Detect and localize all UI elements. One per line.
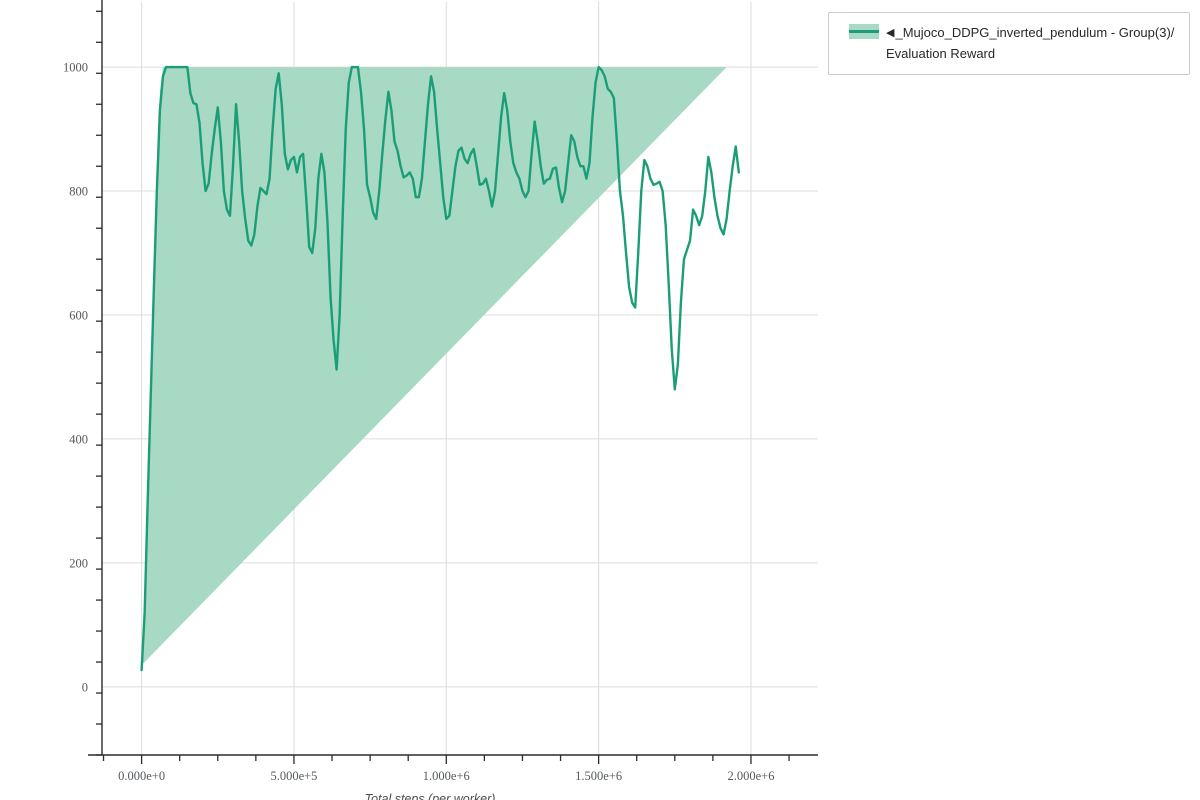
x-tick-label: 2.000e+6 <box>727 769 774 783</box>
collapse-triangle-icon[interactable]: ◀ <box>886 27 895 39</box>
x-tick-label: 1.500e+6 <box>575 769 622 783</box>
x-tick-label: 1.000e+6 <box>423 769 470 783</box>
legend-line-swatch <box>849 30 879 33</box>
y-tick-label: 1000 <box>63 61 88 75</box>
chart-legend[interactable]: ◀_Mujoco_DDPG_inverted_pendulum - Group(… <box>828 12 1190 75</box>
confidence-band <box>141 67 727 666</box>
x-tick-label: 0.000e+0 <box>118 769 165 783</box>
legend-entry-label[interactable]: ◀_Mujoco_DDPG_inverted_pendulum - Group(… <box>886 22 1178 64</box>
legend-series-name: _Mujoco_DDPG_inverted_pendulum - Group(3… <box>886 25 1175 61</box>
x-axis-title: Total steps (per worker) <box>365 792 496 800</box>
y-tick-label: 200 <box>69 556 88 570</box>
y-tick-label: 600 <box>69 308 88 322</box>
x-tick-label: 5.000e+5 <box>270 769 317 783</box>
y-axis-ticks: 0 200 400 600 800 1000 <box>63 10 102 756</box>
legend-color-swatch <box>849 24 879 39</box>
y-tick-label: 0 <box>82 680 88 694</box>
mean-line <box>140 65 740 672</box>
y-tick-label: 800 <box>69 185 88 199</box>
y-tick-label: 400 <box>69 432 88 446</box>
x-axis-ticks: 0.000e+0 5.000e+5 1.000e+6 1.500e+6 2.000e+6 <box>102 755 790 783</box>
